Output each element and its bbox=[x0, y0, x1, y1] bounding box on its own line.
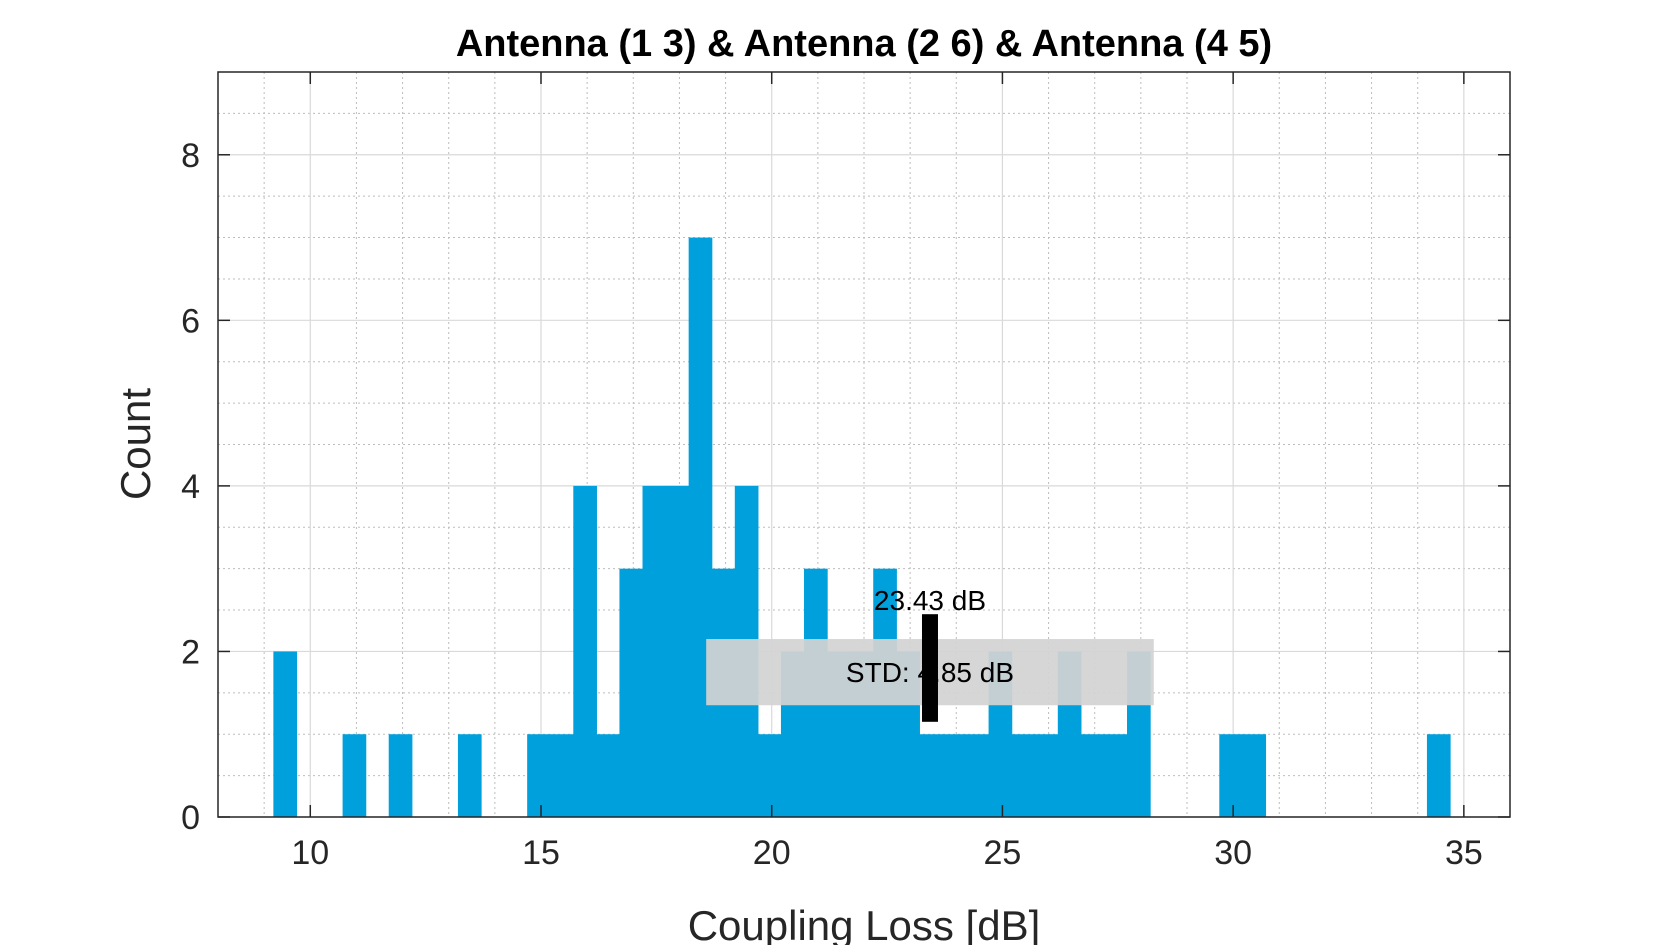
x-tick-label: 30 bbox=[1214, 834, 1252, 872]
y-tick-label: 2 bbox=[181, 633, 200, 671]
histogram-bar bbox=[642, 485, 667, 817]
x-tick-label: 10 bbox=[291, 834, 329, 872]
chart-title: Antenna (1 3) & Antenna (2 6) & Antenna … bbox=[456, 23, 1272, 65]
x-tick-label: 35 bbox=[1445, 834, 1483, 872]
histogram-bar bbox=[273, 651, 298, 817]
mean-label: 23.43 dB bbox=[874, 585, 986, 616]
axis-ticks: 10 15 20 25 30 35 0 2 4 6 8 bbox=[181, 72, 1510, 872]
y-tick-label: 8 bbox=[181, 137, 200, 175]
y-tick-label: 4 bbox=[181, 468, 200, 506]
histogram-bar bbox=[527, 734, 551, 817]
histogram-bar bbox=[342, 734, 367, 817]
histogram-bar bbox=[1080, 734, 1105, 817]
x-tick-label: 15 bbox=[522, 834, 560, 872]
x-axis-label: Coupling Loss [dB] bbox=[688, 902, 1041, 945]
histogram-bar bbox=[619, 568, 644, 817]
histogram-bar bbox=[665, 485, 690, 817]
plot-frame bbox=[217, 71, 1511, 818]
histogram-bar bbox=[1103, 734, 1128, 817]
histogram-bar bbox=[757, 734, 782, 817]
histogram-bar bbox=[596, 734, 621, 817]
mean-marker bbox=[921, 614, 938, 722]
histogram-bar bbox=[1242, 734, 1267, 817]
histogram-bar bbox=[1426, 734, 1451, 817]
histogram-bar bbox=[688, 237, 713, 818]
histogram-bar bbox=[965, 734, 990, 817]
histogram-bar bbox=[919, 734, 944, 817]
x-tick-label: 25 bbox=[984, 834, 1022, 872]
y-tick-label: 6 bbox=[181, 302, 200, 340]
y-tick-label: 0 bbox=[181, 799, 200, 837]
histogram-bar bbox=[1011, 734, 1036, 817]
y-axis-label: Count bbox=[112, 388, 159, 500]
histogram-bar bbox=[573, 485, 597, 817]
x-tick-label: 20 bbox=[753, 834, 791, 872]
histogram-bar bbox=[550, 734, 574, 817]
histogram-bar bbox=[388, 734, 413, 817]
std-annotation: 23.43 dB STD: 4.85 dB bbox=[706, 585, 1154, 722]
histogram-bar bbox=[1219, 734, 1243, 817]
histogram-bar bbox=[457, 734, 482, 817]
std-label: STD: 4.85 dB bbox=[846, 657, 1014, 688]
histogram-bar bbox=[1034, 734, 1059, 817]
histogram-bar bbox=[942, 734, 967, 817]
